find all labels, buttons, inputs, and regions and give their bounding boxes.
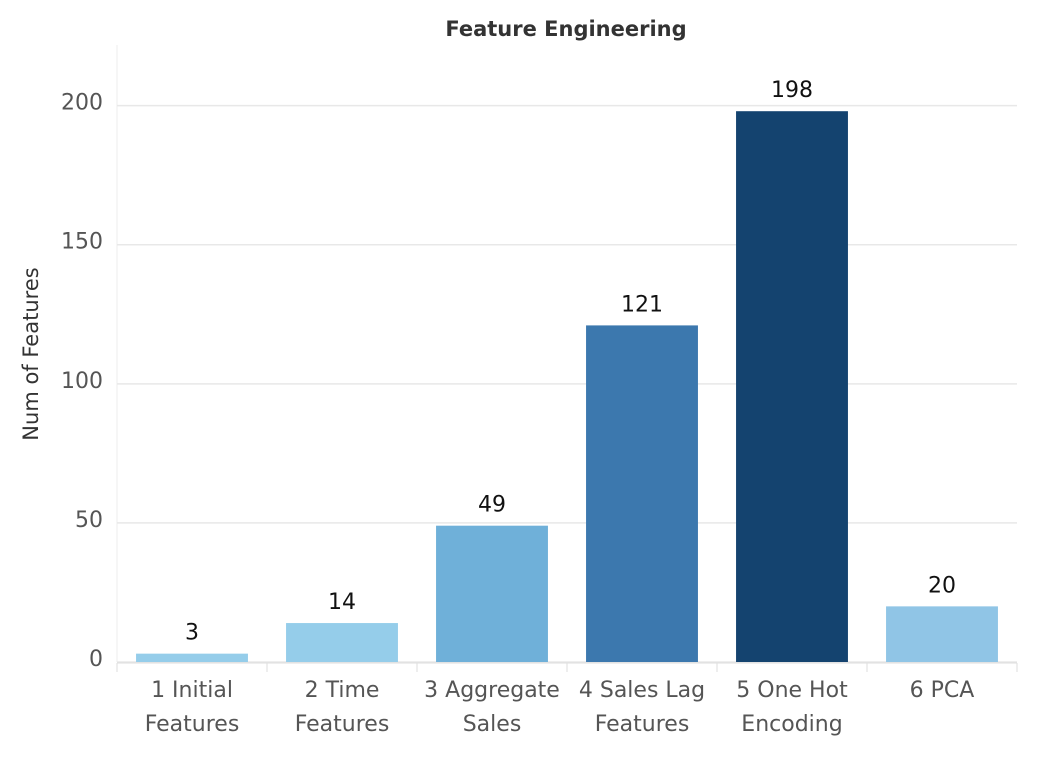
x-tick-label: 6 PCA <box>909 678 975 703</box>
data-label: 3 <box>185 621 199 646</box>
bar <box>136 653 248 662</box>
x-tick-label: 3 Aggregate Sales <box>424 678 560 737</box>
y-tick-label: 0 <box>89 647 103 672</box>
x-tick-label: 4 Sales Lag Features <box>578 678 706 737</box>
chart-title: Feature Engineering <box>445 17 686 41</box>
bar <box>736 111 848 662</box>
y-tick-label: 200 <box>61 91 103 116</box>
data-label: 49 <box>478 493 506 518</box>
y-tick-label: 100 <box>61 369 103 394</box>
bar <box>586 325 698 662</box>
x-tick-label: 2 Time Features <box>294 678 390 737</box>
y-tick-label: 50 <box>75 508 103 533</box>
bar <box>436 525 548 662</box>
data-label: 121 <box>621 292 663 317</box>
data-label: 198 <box>771 78 813 103</box>
y-axis-title: Num of Features <box>19 267 43 440</box>
data-label: 14 <box>328 590 356 615</box>
bar <box>286 623 398 662</box>
data-label: 20 <box>928 573 956 598</box>
bar <box>886 606 998 662</box>
x-tick-label: 1 Initial Features <box>144 678 240 737</box>
x-tick-label: 5 One Hot Encoding <box>736 678 848 737</box>
y-tick-label: 150 <box>61 230 103 255</box>
